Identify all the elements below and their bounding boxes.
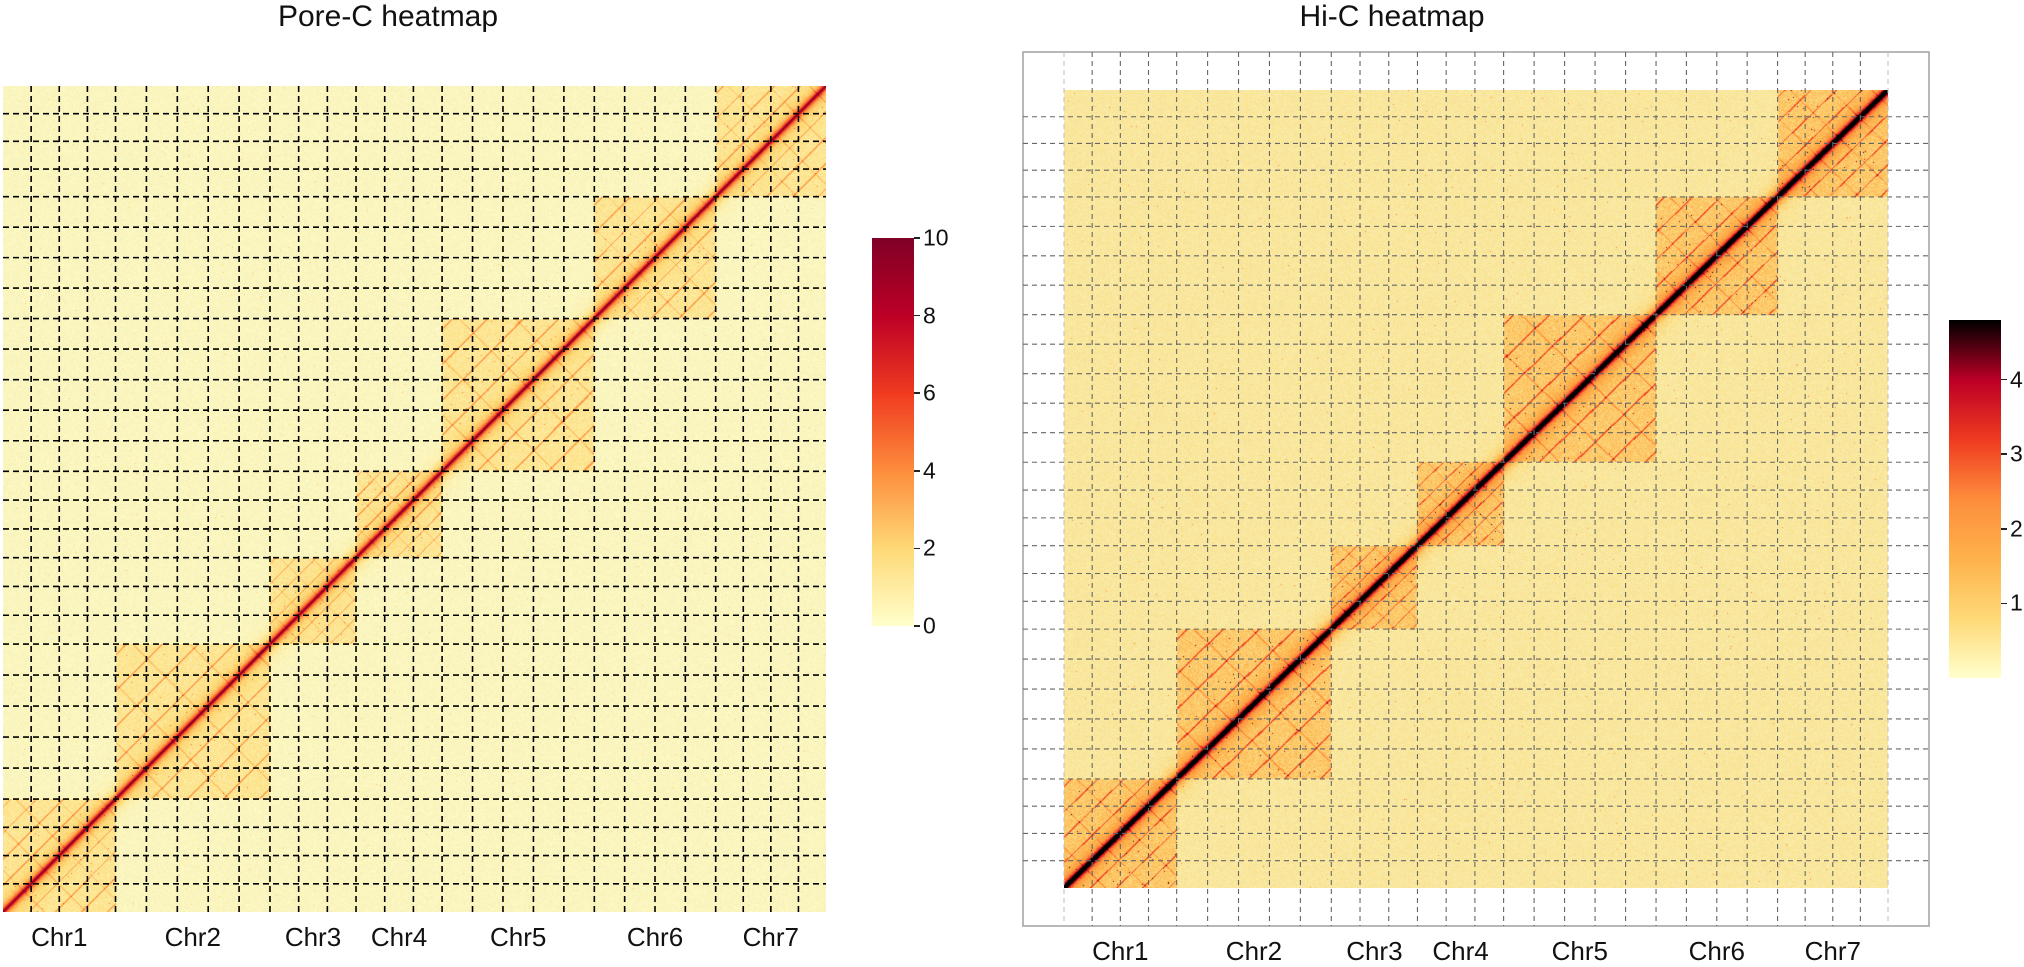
colorbar-tick-mark: [914, 237, 920, 239]
x-tick-label-chr1: Chr1: [1092, 936, 1149, 966]
colorbar-tick-label: 8: [923, 302, 936, 329]
colorbar-tick-mark: [2001, 528, 2007, 530]
colorbar-tick-label: 4: [2010, 366, 2023, 393]
colorbar-tick-mark: [2001, 378, 2007, 381]
x-tick-label-chr3: Chr3: [1346, 936, 1403, 966]
porec-title: Pore-C heatmap: [277, 0, 499, 33]
hic-heatmap: [1064, 90, 1888, 888]
x-tick-label-chr6: Chr6: [626, 922, 684, 952]
colorbar-tick-label: 2: [923, 534, 936, 561]
porec-heatmap: [3, 86, 826, 912]
colorbar-tick-mark: [914, 625, 920, 627]
x-tick-label-chr1: Chr1: [31, 922, 88, 952]
colorbar-tick-mark: [2001, 602, 2007, 605]
x-tick-label-chr5: Chr5: [490, 922, 547, 952]
x-tick-label-chr2: Chr2: [164, 922, 221, 952]
colorbar-tick-label: 1: [2010, 589, 2023, 616]
x-tick-label-chr6: Chr6: [1688, 936, 1745, 966]
colorbar-tick-mark: [914, 470, 920, 472]
x-tick-label-chr3: Chr3: [284, 922, 342, 952]
hic-title: Hi-C heatmap: [1299, 0, 1485, 33]
x-tick-label-chr4: Chr4: [370, 922, 428, 952]
colorbar-tick-mark: [914, 314, 920, 317]
colorbar-tick-label: 2: [2010, 515, 2023, 542]
colorbar-tick-mark: [2001, 453, 2007, 456]
colorbar-tick-label: 4: [923, 457, 936, 484]
x-tick-label-chr7: Chr7: [742, 922, 800, 952]
colorbar-tick-mark: [914, 392, 920, 394]
x-tick-label-chr2: Chr2: [1225, 936, 1283, 966]
colorbar-tick-label: 6: [923, 379, 936, 406]
colorbar-tick-label: 0: [923, 612, 936, 639]
x-tick-label-chr5: Chr5: [1551, 936, 1609, 966]
x-tick-label-chr7: Chr7: [1804, 936, 1861, 966]
colorbar-tick-label: 3: [2010, 440, 2023, 467]
x-tick-label-chr4: Chr4: [1432, 936, 1489, 966]
porec-colorbar: [872, 238, 914, 626]
colorbar-tick-mark: [914, 547, 920, 550]
hic-colorbar: [1949, 320, 2001, 678]
colorbar-tick-label: 10: [923, 224, 949, 251]
